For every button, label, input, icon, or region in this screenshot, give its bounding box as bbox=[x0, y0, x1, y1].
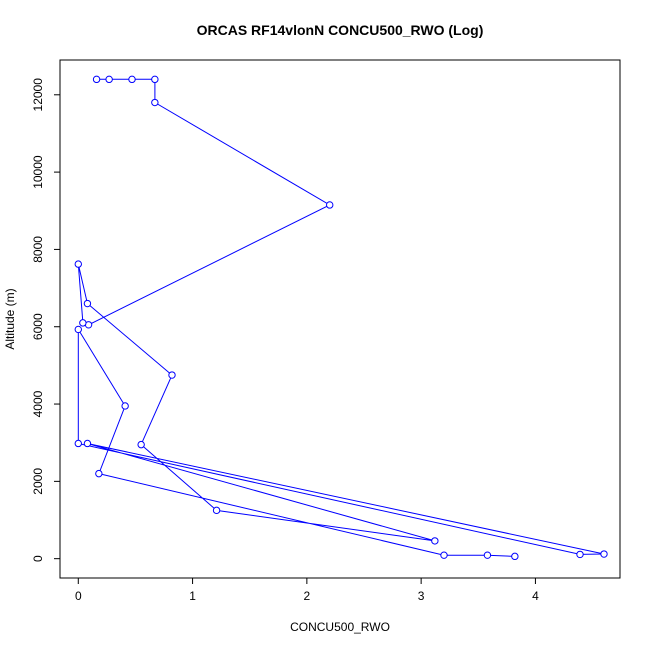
x-axis-label: CONCU500_RWO bbox=[290, 620, 390, 634]
y-tick-label: 8000 bbox=[31, 236, 45, 263]
y-tick-label: 4000 bbox=[31, 390, 45, 417]
data-point bbox=[92, 75, 101, 84]
y-axis: 0 2000 4000 6000 8000 10000 12000 bbox=[31, 78, 60, 562]
data-point bbox=[128, 75, 136, 84]
plot-frame bbox=[59, 59, 621, 579]
chart-title: ORCAS RF14vlonN CONCU500_RWO (Log) bbox=[197, 22, 484, 38]
data-point bbox=[137, 440, 145, 449]
data-point bbox=[74, 439, 82, 448]
series-line bbox=[77, 78, 605, 557]
data-point bbox=[576, 550, 584, 559]
y-tick-label: 10000 bbox=[31, 155, 45, 189]
y-tick-label: 6000 bbox=[31, 313, 45, 340]
data-point bbox=[121, 402, 129, 410]
x-tick-label: 3 bbox=[418, 589, 425, 603]
data-point bbox=[83, 299, 92, 308]
y-tick-label: 0 bbox=[31, 555, 45, 562]
data-point bbox=[151, 98, 159, 107]
data-point bbox=[74, 325, 82, 334]
x-tick-label: 4 bbox=[532, 589, 539, 603]
data-point bbox=[151, 75, 159, 84]
data-point bbox=[168, 371, 176, 379]
data-point bbox=[83, 439, 92, 448]
x-tick-label: 1 bbox=[189, 589, 196, 603]
data-point bbox=[212, 506, 221, 515]
data-point bbox=[105, 75, 113, 84]
data-point bbox=[600, 550, 608, 558]
y-tick-label: 12000 bbox=[31, 78, 45, 112]
series-layer bbox=[74, 75, 608, 561]
data-point bbox=[74, 260, 82, 268]
y-tick-label: 2000 bbox=[31, 468, 45, 495]
data-point bbox=[95, 469, 103, 478]
data-point bbox=[440, 551, 448, 559]
x-tick-label: 2 bbox=[304, 589, 311, 603]
data-point bbox=[483, 551, 492, 559]
data-point bbox=[326, 201, 334, 209]
y-axis-label: Altitude (m) bbox=[3, 288, 17, 349]
data-point bbox=[79, 319, 87, 327]
x-tick-label: 0 bbox=[75, 589, 82, 603]
data-point bbox=[431, 537, 439, 545]
x-axis: 0 1 2 3 4 bbox=[75, 578, 539, 603]
data-point bbox=[511, 552, 519, 561]
